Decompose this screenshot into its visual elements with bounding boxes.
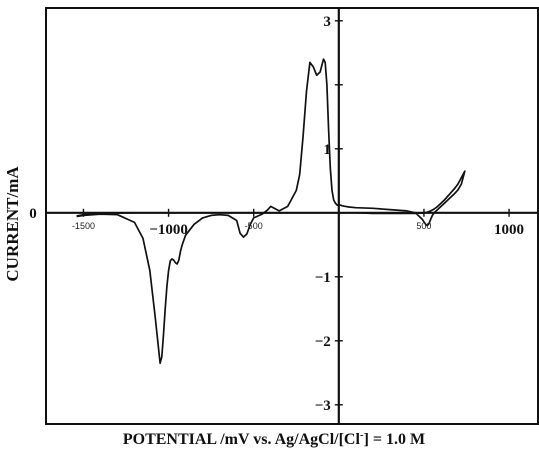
x-tick-labels: −1000 1000 -1500 -500 500 [72,221,524,238]
x-tick-label-small: 500 [416,221,431,231]
x-axis-title-suffix: ] = 1.0 M [364,431,426,448]
y-tick-label: −2 [315,334,331,350]
x-axis-title-superscript: - [360,429,364,441]
x-axis-title: POTENTIAL /mV vs. Ag/AgCl/[Cl-] = 1.0 M [123,429,425,448]
x-tick-label: −1000 [149,222,188,238]
x-tick-label-small: -500 [245,221,263,231]
x-tick-label: 1000 [494,222,524,238]
y-tick-label: −3 [315,398,331,414]
voltammogram-curve [76,58,466,365]
x-tick-label-small: -1500 [72,221,95,231]
y-tick-label: 1 [323,142,331,158]
y-tick-label: 3 [323,14,331,30]
y-zero-label: 0 [29,206,37,222]
y-axis-title: CURRENT/mA [3,166,22,282]
x-axis-title-main: POTENTIAL /mV vs. Ag/AgCl/[Cl [123,431,361,448]
y-tick-label: −1 [315,270,331,286]
plot-frame [45,7,539,425]
y-tick-labels: 3 1 −1 −2 −3 [315,14,331,414]
